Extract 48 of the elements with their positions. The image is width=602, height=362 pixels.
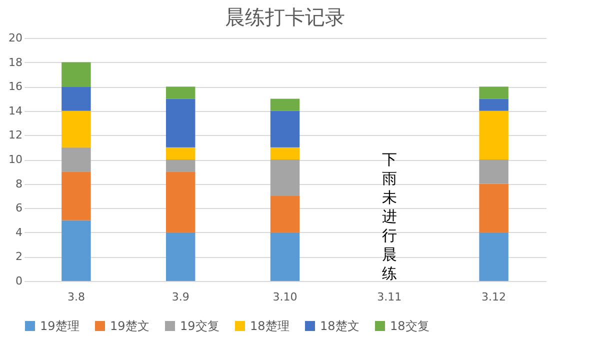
bar <box>479 160 508 184</box>
y-tick-label: 8 <box>16 177 22 190</box>
legend-label: 18楚理 <box>250 319 290 333</box>
legend-label: 18楚文 <box>320 319 360 333</box>
bar <box>166 86 196 99</box>
y-tick-label: 18 <box>8 56 22 69</box>
bar <box>62 86 91 111</box>
y-tick-label: 12 <box>8 128 22 142</box>
x-tick-label: 3.8 <box>67 290 85 304</box>
bar <box>270 98 300 111</box>
x-tick-label: 3.12 <box>482 290 506 304</box>
bar <box>270 110 300 148</box>
bar <box>270 160 300 196</box>
y-tick-label: 20 <box>8 32 22 44</box>
bar <box>479 232 508 281</box>
x-tick-label: 3.11 <box>377 290 402 304</box>
bar <box>479 98 508 111</box>
bar <box>62 110 91 148</box>
x-tick-label: 3.10 <box>272 290 298 304</box>
bar <box>62 62 91 87</box>
bar <box>166 172 196 232</box>
bar <box>166 147 196 160</box>
legend-label: 19楚文 <box>110 319 150 333</box>
x-tick-label: 3.9 <box>172 290 190 304</box>
bar <box>479 86 508 99</box>
bar <box>166 98 196 148</box>
bar <box>62 147 91 172</box>
legend-label: 19楚理 <box>40 319 80 333</box>
annotation: 下雨未进行晨练 <box>382 150 397 282</box>
y-tick-label: 6 <box>16 202 22 215</box>
legend-label: 19交复 <box>180 319 220 333</box>
bar <box>62 172 91 220</box>
y-tick-label: 10 <box>8 153 22 166</box>
bar <box>166 160 196 172</box>
bar <box>166 232 196 281</box>
bar <box>479 184 508 232</box>
y-tick-label: 16 <box>8 80 22 94</box>
bar <box>479 110 508 160</box>
y-tick-label: 0 <box>16 274 22 288</box>
y-tick-label: 14 <box>8 104 22 118</box>
y-tick-label: 2 <box>16 250 22 264</box>
y-tick-label: 4 <box>16 226 22 239</box>
bar <box>270 147 300 160</box>
legend-label: 18交复 <box>390 319 430 333</box>
bar <box>270 196 300 232</box>
chart-title: 晨练打卡记录 <box>225 5 345 29</box>
bar <box>62 220 91 281</box>
bar <box>270 232 300 281</box>
